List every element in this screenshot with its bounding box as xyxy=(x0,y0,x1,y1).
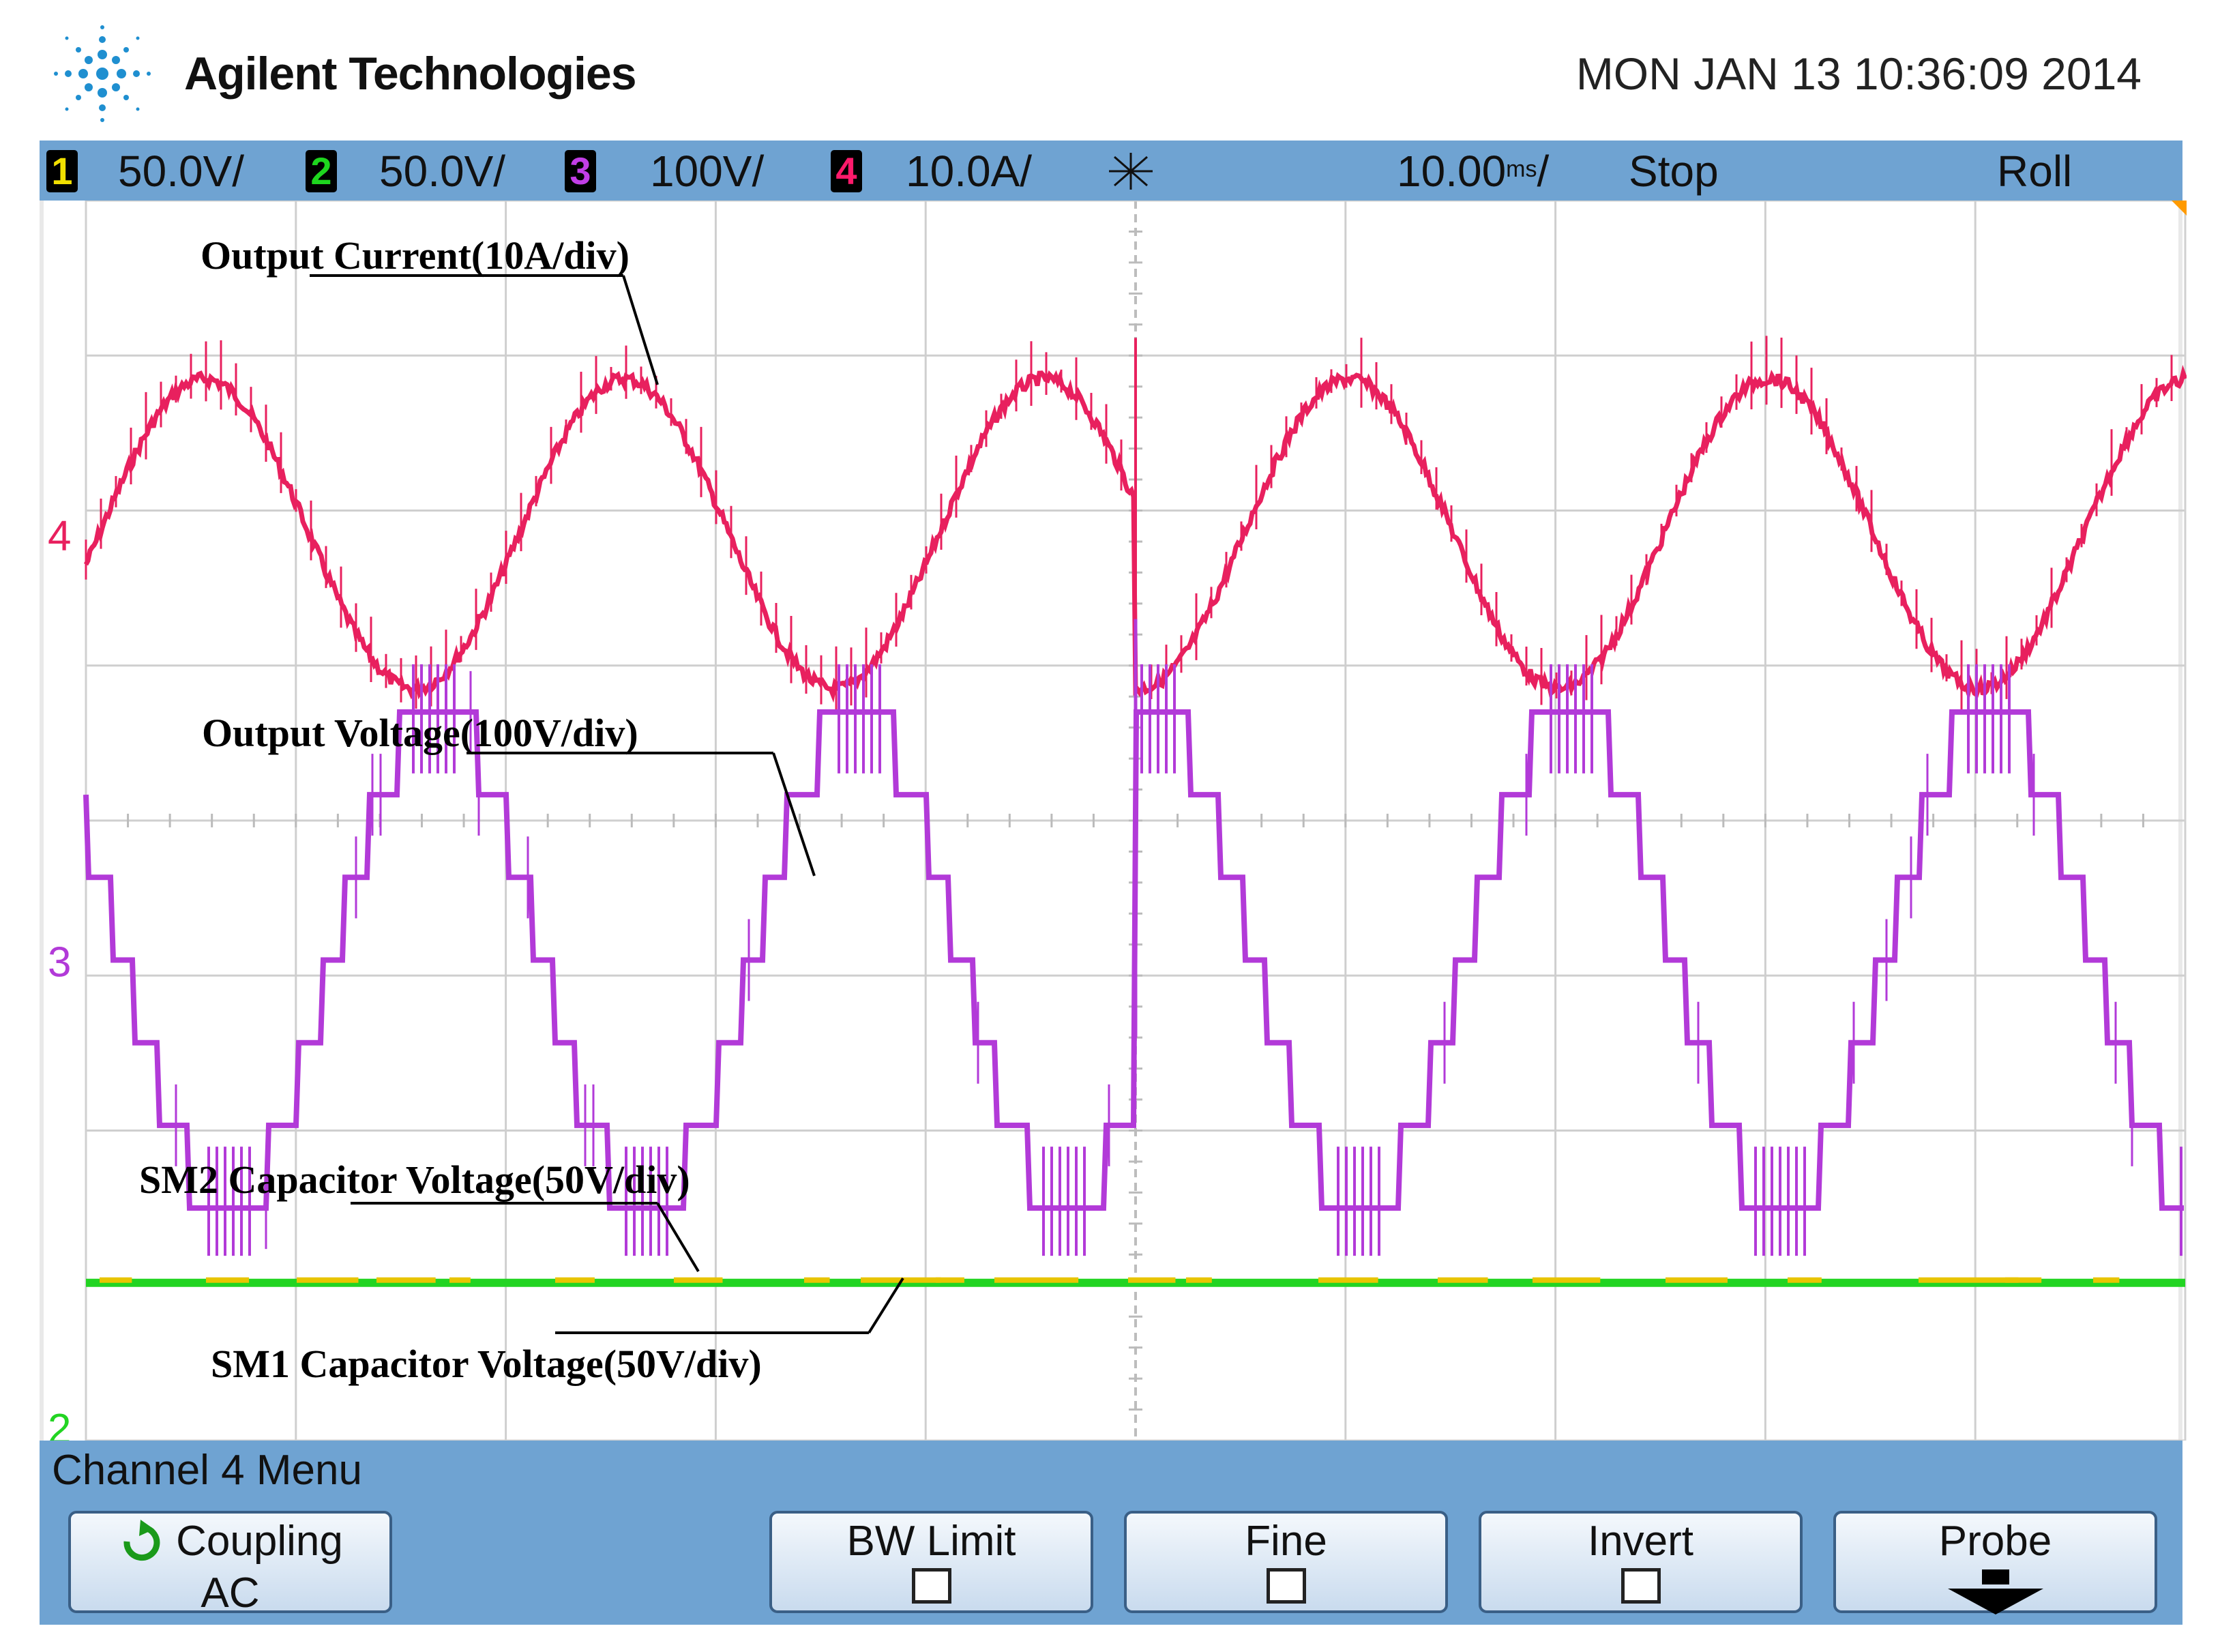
annotation-pointer xyxy=(772,752,816,876)
channel-3-ground-marker-label: 3 xyxy=(48,939,71,986)
probe-label: Probe xyxy=(1938,1518,2052,1565)
scope-status-bar: 1 50.0V/ 2 50.0V/ 3 100V/ 4 10.0A/ 10.00… xyxy=(40,141,2182,201)
timebase-mode: Roll xyxy=(1997,147,2073,196)
waveform-display[interactable]: 443322Output Current(10A/div)Output Volt… xyxy=(40,201,2187,1441)
fine-checkbox[interactable] xyxy=(1266,1568,1306,1604)
waveform-plot: 443322Output Current(10A/div)Output Volt… xyxy=(48,201,2187,1441)
sm2-capacitor-voltage-segment xyxy=(1438,1277,1488,1283)
trigger-corner-marker xyxy=(2172,201,2187,216)
sm2-capacitor-voltage-segment xyxy=(297,1277,359,1283)
channel-4-ground-marker-label: 4 xyxy=(48,513,71,560)
timebase-readout: 10.00ms/ xyxy=(1397,146,1549,196)
sm2-capacitor-voltage-segment xyxy=(1186,1277,1212,1283)
channel-1-badge[interactable]: 1 xyxy=(46,150,78,192)
brand-header: Agilent Technologies xyxy=(48,19,637,128)
sm2-capacitor-voltage-segment xyxy=(674,1277,723,1283)
sm2-capacitor-voltage-segment xyxy=(994,1277,1079,1283)
submenu-arrow-head xyxy=(1947,1589,2043,1614)
channel-3-number: 3 xyxy=(569,149,591,192)
datetime-readout: MON JAN 13 10:36:09 2014 xyxy=(1575,48,2142,99)
softkey-menu-bar: Channel 4 Menu Coupling AC BW Limit Fine… xyxy=(40,1441,2182,1625)
coupling-value: AC xyxy=(201,1569,260,1617)
channel-3-scale: 100V/ xyxy=(650,147,765,196)
invert-checkbox[interactable] xyxy=(1620,1568,1661,1604)
bw-limit-label: BW Limit xyxy=(846,1518,1016,1565)
channel-2-ground-marker-label: 2 xyxy=(48,1406,71,1441)
sm2-capacitor-voltage-segment xyxy=(1666,1277,1728,1283)
invert-label: Invert xyxy=(1587,1518,1694,1565)
sm2-capacitor-voltage-segment xyxy=(1318,1277,1378,1283)
sm2-capacitor-voltage-segment xyxy=(555,1277,595,1283)
sm2-capacitor-voltage-segment xyxy=(1788,1277,1822,1283)
coupling-label: Coupling xyxy=(176,1518,343,1565)
sm2-capacitor-voltage-segment xyxy=(804,1277,830,1283)
bw-limit-softkey[interactable]: BW Limit xyxy=(769,1511,1093,1613)
channel-4-scale: 10.0A/ xyxy=(906,147,1033,196)
acquisition-state: Stop xyxy=(1629,147,1719,196)
channel-4-number: 4 xyxy=(835,149,857,192)
fine-softkey[interactable]: Fine xyxy=(1124,1511,1448,1613)
annotation-label: SM1 Capacitor Voltage(50V/div) xyxy=(211,1342,762,1386)
submenu-arrow-icon xyxy=(1836,1569,2155,1614)
channel-3-badge[interactable]: 3 xyxy=(565,150,596,192)
annotation-pointer xyxy=(622,275,659,385)
annotation-pointer xyxy=(868,1277,904,1334)
timebase-slash: / xyxy=(1537,147,1550,196)
channel-2-number: 2 xyxy=(310,149,332,192)
submenu-arrow-stem xyxy=(1981,1569,2009,1584)
annotation-label: Output Voltage(100V/div) xyxy=(202,711,638,755)
brand-name: Agilent Technologies xyxy=(184,48,637,100)
sm2-capacitor-voltage-segment xyxy=(1533,1277,1601,1283)
channel-4-badge[interactable]: 4 xyxy=(831,150,862,192)
menu-title: Channel 4 Menu xyxy=(52,1447,362,1494)
agilent-spark-logo-icon xyxy=(54,25,151,122)
trigger-burst-icon[interactable] xyxy=(1104,150,1158,192)
sm2-capacitor-voltage-segment xyxy=(1919,1277,2019,1283)
channel-1-scale: 50.0V/ xyxy=(118,147,245,196)
annotation-label: SM2 Capacitor Voltage(50V/div) xyxy=(139,1157,690,1202)
fine-label: Fine xyxy=(1245,1518,1327,1565)
sm2-capacitor-voltage-segment xyxy=(2093,1277,2120,1283)
timebase-unit: ms xyxy=(1506,156,1537,182)
sm2-capacitor-voltage-segment xyxy=(100,1277,132,1283)
annotation-label: Output Current(10A/div) xyxy=(201,233,630,278)
sm2-capacitor-voltage-segment xyxy=(2005,1277,2042,1283)
sm2-capacitor-voltage-segment xyxy=(206,1277,250,1283)
probe-softkey[interactable]: Probe xyxy=(1833,1511,2157,1614)
sm2-capacitor-voltage-segment xyxy=(376,1277,436,1283)
invert-softkey[interactable]: Invert xyxy=(1479,1511,1803,1613)
coupling-softkey[interactable]: Coupling AC xyxy=(68,1511,392,1617)
channel-1-number: 1 xyxy=(51,149,73,192)
annotation-pointer xyxy=(656,1202,700,1273)
channel-2-badge[interactable]: 2 xyxy=(306,150,337,192)
rotate-knob-icon xyxy=(123,1520,160,1561)
coupling-label-row: Coupling xyxy=(71,1518,389,1565)
sm2-capacitor-voltage-segment xyxy=(449,1277,471,1283)
bw-limit-checkbox[interactable] xyxy=(911,1568,951,1604)
sm2-capacitor-voltage-segment xyxy=(936,1277,964,1283)
timebase-value: 10.00 xyxy=(1397,147,1507,196)
channel-2-scale: 50.0V/ xyxy=(379,147,506,196)
sm2-capacitor-voltage-segment xyxy=(1128,1277,1176,1283)
